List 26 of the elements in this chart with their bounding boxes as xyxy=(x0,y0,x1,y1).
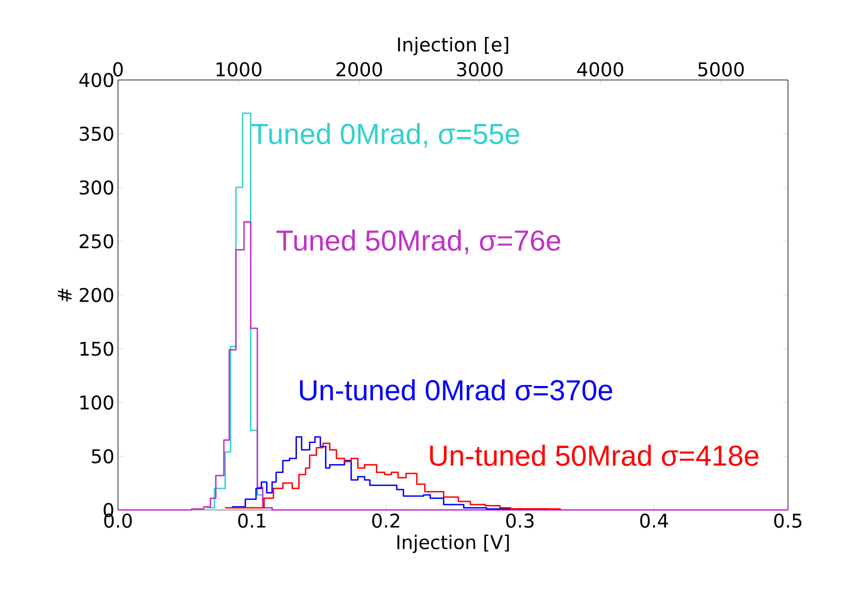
x-tick-label: 0.3 xyxy=(506,514,534,528)
x-tick-label: 0.4 xyxy=(640,514,668,528)
x-tick-label: 0.1 xyxy=(238,514,266,528)
x-tick-label: 0.5 xyxy=(774,514,802,528)
y-tick-label: 350 xyxy=(80,126,114,141)
series-label: Tuned 0Mrad, σ=55e xyxy=(252,122,520,148)
x2-tick-label: 1000 xyxy=(216,62,262,76)
x2-tick-label: 3000 xyxy=(457,62,503,76)
y-tick-label: 100 xyxy=(80,395,114,410)
y-tick-label: 250 xyxy=(80,234,114,248)
x2-tick-label: 5000 xyxy=(698,62,744,76)
x2-tick-label: 2000 xyxy=(336,62,382,76)
series-label: Un-tuned 50Mrad σ=418e xyxy=(430,444,758,466)
y-tick-label: 150 xyxy=(80,342,114,356)
series-label: Tuned 50Mrad, σ=76e xyxy=(276,230,560,254)
y-tick-label: 400 xyxy=(79,72,114,88)
x2-tick-label: 4000 xyxy=(577,62,624,76)
y-tick-label: 50 xyxy=(92,449,114,464)
x2-axis-title: Injection [e] xyxy=(398,36,508,56)
y-axis-title: # xyxy=(58,288,72,302)
x2-tick-label: 0 xyxy=(113,62,123,76)
x-tick-label: 0.2 xyxy=(372,514,400,528)
series-label: Un-tuned 0Mrad σ=370e xyxy=(300,379,612,400)
x-axis-title: Injection [V] xyxy=(397,534,509,553)
y-tick-label: 200 xyxy=(80,288,114,302)
y-tick-label: 300 xyxy=(80,180,114,195)
